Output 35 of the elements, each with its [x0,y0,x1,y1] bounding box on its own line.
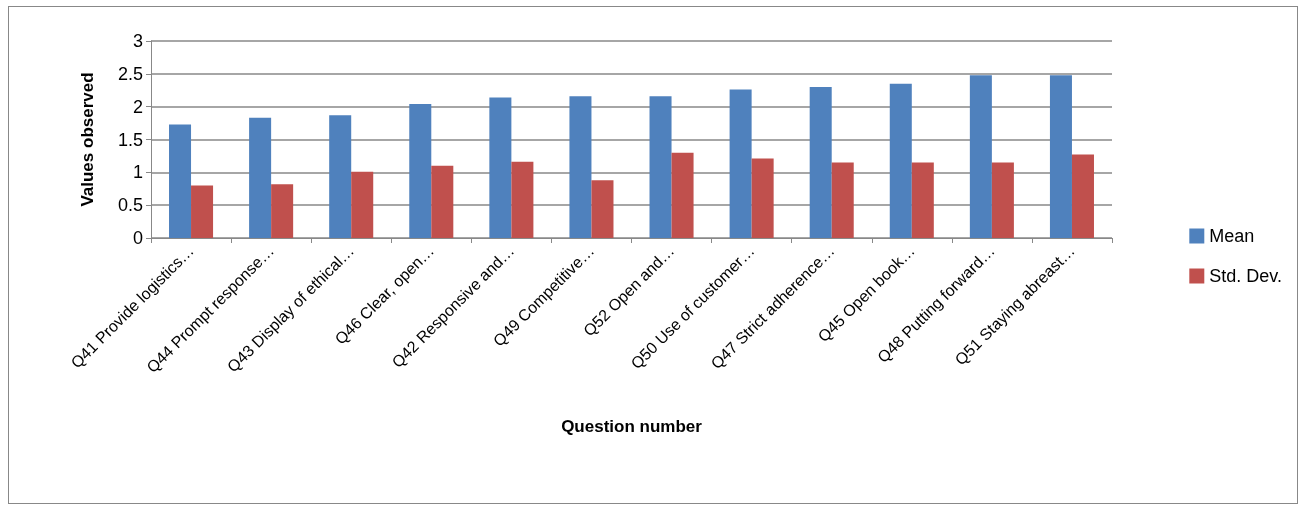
legend-label: Std. Dev. [1209,266,1283,286]
bar [831,162,854,238]
bar [489,97,512,238]
y-tick-label: 1.5 [117,129,143,150]
bar [889,83,912,238]
bar [729,89,752,238]
bar [751,158,774,238]
bar [169,124,192,238]
y-tick-label: 1 [132,162,143,183]
bar [271,184,294,238]
y-tick-label: 0.5 [117,195,143,216]
y-axis-title: Values observed [78,72,97,207]
y-tick-label: 0 [132,228,143,248]
bar [911,162,934,238]
bar [591,180,614,238]
bar [809,86,832,238]
y-tick-label: 2 [132,96,143,117]
bar [431,165,454,238]
bar [351,171,374,238]
bar [329,115,352,238]
bar [1049,75,1072,238]
x-axis-title: Question number [561,417,703,436]
bar [569,96,592,238]
bar [1071,154,1094,238]
bar [969,75,992,238]
legend-label: Mean [1209,226,1255,246]
bar [649,96,672,238]
bar [191,185,214,238]
y-tick-label: 3 [132,31,143,51]
bar [671,152,694,238]
bar [249,117,272,238]
bar [511,161,534,238]
bar [991,162,1014,238]
bar [409,104,432,238]
y-tick-label: 2.5 [117,63,143,84]
